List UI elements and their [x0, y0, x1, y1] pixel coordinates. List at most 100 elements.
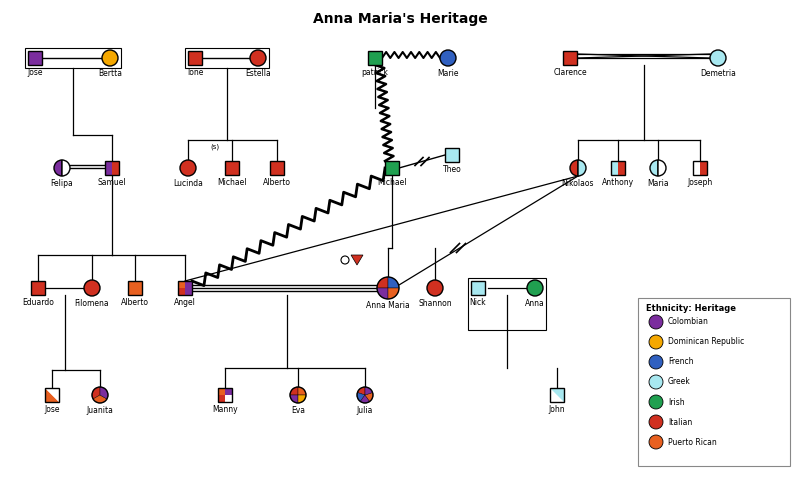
- Text: Samuel: Samuel: [98, 178, 126, 187]
- Wedge shape: [62, 160, 70, 176]
- Text: Ione: Ione: [187, 68, 203, 77]
- Bar: [218, 395, 225, 402]
- Bar: [563, 51, 577, 65]
- Circle shape: [527, 280, 543, 296]
- Wedge shape: [578, 160, 586, 176]
- Bar: [28, 51, 42, 65]
- Bar: [105, 161, 112, 175]
- Text: Jose: Jose: [27, 68, 42, 77]
- Circle shape: [649, 375, 663, 389]
- Text: Anna Maria: Anna Maria: [366, 301, 410, 310]
- Circle shape: [440, 50, 456, 66]
- Bar: [178, 281, 192, 295]
- Wedge shape: [377, 277, 388, 288]
- Bar: [700, 161, 707, 175]
- Wedge shape: [290, 387, 298, 395]
- Bar: [225, 161, 239, 175]
- Bar: [270, 161, 284, 175]
- Wedge shape: [298, 387, 306, 395]
- Bar: [471, 281, 485, 295]
- Wedge shape: [388, 288, 399, 299]
- Bar: [188, 51, 202, 65]
- Text: Anna Maria's Heritage: Anna Maria's Heritage: [313, 12, 487, 26]
- Bar: [693, 161, 707, 175]
- Text: Clarence: Clarence: [553, 68, 587, 77]
- Text: Irish: Irish: [668, 397, 685, 407]
- Wedge shape: [290, 395, 298, 403]
- Wedge shape: [658, 160, 666, 176]
- Text: Italian: Italian: [668, 417, 692, 426]
- Polygon shape: [550, 388, 564, 402]
- Bar: [445, 148, 459, 162]
- Wedge shape: [358, 387, 365, 395]
- Wedge shape: [54, 160, 62, 176]
- Bar: [178, 281, 185, 288]
- Wedge shape: [357, 392, 365, 401]
- Text: Angel: Angel: [174, 298, 196, 307]
- Bar: [385, 161, 399, 175]
- Bar: [178, 288, 185, 295]
- Bar: [368, 51, 382, 65]
- Wedge shape: [388, 277, 399, 288]
- Bar: [638, 298, 790, 466]
- Circle shape: [649, 435, 663, 449]
- Wedge shape: [570, 160, 578, 176]
- Text: Anthony: Anthony: [602, 178, 634, 187]
- Bar: [618, 161, 625, 175]
- Text: Theo: Theo: [442, 165, 462, 174]
- Bar: [185, 281, 192, 288]
- Circle shape: [649, 355, 663, 369]
- Circle shape: [180, 160, 196, 176]
- Wedge shape: [365, 387, 373, 395]
- Text: Greek: Greek: [668, 377, 690, 387]
- Bar: [218, 388, 232, 402]
- Circle shape: [649, 415, 663, 429]
- Circle shape: [649, 395, 663, 409]
- Text: Nikolaos: Nikolaos: [562, 179, 594, 188]
- Bar: [25, 48, 121, 68]
- Text: Julia: Julia: [357, 406, 373, 415]
- Circle shape: [649, 335, 663, 349]
- Bar: [468, 278, 546, 330]
- Polygon shape: [45, 388, 59, 402]
- Polygon shape: [351, 255, 363, 265]
- Wedge shape: [377, 288, 388, 299]
- Bar: [611, 161, 618, 175]
- Text: Maria: Maria: [647, 179, 669, 188]
- Text: Puerto Rican: Puerto Rican: [668, 438, 717, 446]
- Bar: [185, 48, 269, 68]
- Text: Colombian: Colombian: [668, 318, 709, 326]
- Circle shape: [710, 50, 726, 66]
- Bar: [31, 281, 45, 295]
- Text: Filomena: Filomena: [74, 299, 110, 308]
- Text: Michael: Michael: [378, 178, 406, 187]
- Text: Marie: Marie: [438, 69, 458, 78]
- Text: Alberto: Alberto: [263, 178, 291, 187]
- Text: Dominican Republic: Dominican Republic: [668, 338, 744, 346]
- Text: Manny: Manny: [212, 405, 238, 414]
- Bar: [128, 281, 142, 295]
- Text: Eva: Eva: [291, 406, 305, 415]
- Text: Ethnicity: Heritage: Ethnicity: Heritage: [646, 304, 736, 313]
- Polygon shape: [45, 388, 59, 402]
- Bar: [112, 161, 119, 175]
- Text: Shannon: Shannon: [418, 299, 452, 308]
- Text: Jose: Jose: [44, 405, 60, 414]
- Text: Anna: Anna: [525, 299, 545, 308]
- Wedge shape: [365, 392, 373, 401]
- Bar: [693, 161, 700, 175]
- Text: Joseph: Joseph: [687, 178, 713, 187]
- Bar: [185, 288, 192, 295]
- Circle shape: [427, 280, 443, 296]
- Text: Estella: Estella: [245, 69, 271, 78]
- Text: Eduardo: Eduardo: [22, 298, 54, 307]
- Text: John: John: [549, 405, 566, 414]
- Text: patrick: patrick: [362, 68, 389, 77]
- Text: Juanita: Juanita: [86, 406, 114, 415]
- Text: Alberto: Alberto: [121, 298, 149, 307]
- Circle shape: [102, 50, 118, 66]
- Text: Bertta: Bertta: [98, 69, 122, 78]
- Bar: [218, 388, 225, 395]
- Text: Nick: Nick: [470, 298, 486, 307]
- Circle shape: [84, 280, 100, 296]
